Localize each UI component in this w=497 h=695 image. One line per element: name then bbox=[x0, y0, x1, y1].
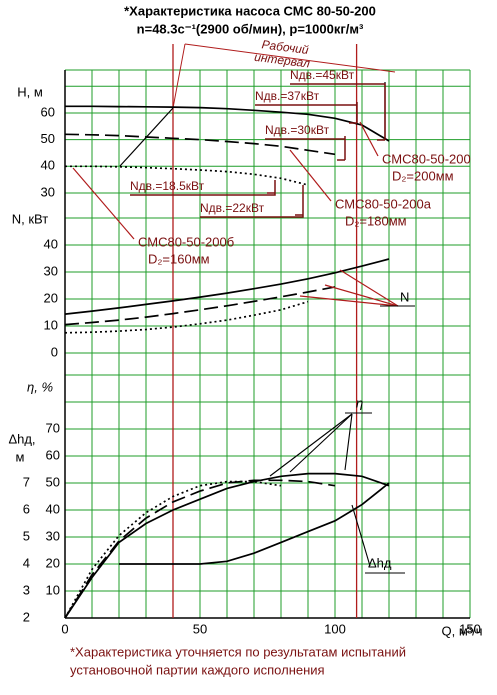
chart-title: *Характеристика насоса СМС 80-50-200 bbox=[124, 3, 376, 18]
curve bbox=[64, 258, 390, 315]
interval-arrow bbox=[184, 43, 396, 73]
y2-tick-label: 7 bbox=[23, 474, 30, 489]
label-arrow bbox=[351, 504, 371, 567]
curve-label: N bbox=[400, 289, 409, 304]
curve bbox=[64, 472, 390, 619]
label-arrow bbox=[269, 413, 353, 477]
y-tick-label: 10 bbox=[46, 582, 60, 597]
motor-leader bbox=[200, 185, 304, 218]
y-tick-label: 30 bbox=[41, 184, 55, 199]
y-tick-label: 50 bbox=[46, 474, 60, 489]
motor-leader bbox=[130, 180, 276, 196]
x-tick-label: 0 bbox=[61, 621, 68, 636]
y-tick-label: 20 bbox=[44, 290, 58, 305]
x-axis-label: Q, м³/ч bbox=[442, 623, 483, 638]
label-arrow bbox=[289, 149, 332, 202]
motor-label: Nдв.=30кВт bbox=[265, 123, 330, 137]
interval-label: Рабочий bbox=[261, 37, 310, 57]
curve bbox=[119, 482, 390, 565]
interval-arrow bbox=[172, 43, 186, 109]
curve bbox=[64, 286, 336, 326]
curve bbox=[64, 300, 309, 334]
motor-label: Nдв.=22кВт bbox=[200, 201, 265, 215]
y-tick-label: 30 bbox=[46, 528, 60, 543]
y2-tick-label: 5 bbox=[23, 528, 30, 543]
curve-label: Δhд bbox=[368, 555, 392, 570]
series-label: СМС80-50-200б bbox=[138, 234, 234, 249]
y2-tick-label: 6 bbox=[23, 501, 30, 516]
series-d2: D₂=200мм bbox=[392, 168, 454, 183]
y-tick-label: 40 bbox=[46, 501, 60, 516]
label-arrow bbox=[299, 295, 399, 307]
x-tick-label: 50 bbox=[193, 621, 207, 636]
series-label: СМС80-50-200 bbox=[382, 151, 471, 166]
x-tick-label: 150 bbox=[459, 621, 481, 636]
y-axis-label: H, м bbox=[17, 84, 43, 99]
y-tick-label: 60 bbox=[41, 104, 55, 119]
y-tick-label: 10 bbox=[44, 317, 58, 332]
curve bbox=[64, 480, 282, 619]
curve bbox=[65, 165, 309, 186]
motor-leader bbox=[265, 136, 346, 160]
y-tick-label: 40 bbox=[44, 236, 58, 251]
y-tick-label: 60 bbox=[46, 447, 60, 462]
label-arrow bbox=[359, 121, 379, 157]
interval-label: интервал bbox=[253, 50, 310, 71]
y2-tick-label: 4 bbox=[23, 555, 30, 570]
curve bbox=[65, 105, 390, 142]
series-label: СМС80-50-200а bbox=[335, 196, 432, 211]
motor-leader bbox=[290, 83, 386, 140]
curve-label: η bbox=[356, 395, 363, 410]
label-arrow bbox=[344, 413, 353, 471]
y2-axis-label: м bbox=[16, 449, 25, 464]
footnote: установочной партии каждого исполнения bbox=[70, 662, 325, 677]
series-d2: D₂=180мм bbox=[345, 213, 407, 228]
label-arrow bbox=[339, 269, 399, 307]
curve bbox=[64, 133, 336, 156]
y-tick-label: 30 bbox=[44, 263, 58, 278]
y-tick-label: 40 bbox=[41, 158, 55, 173]
y-tick-label: 0 bbox=[51, 344, 58, 359]
y-tick-label: 50 bbox=[41, 131, 55, 146]
label-arrow bbox=[289, 413, 353, 473]
y2-tick-label: 2 bbox=[23, 609, 30, 624]
x-tick-label: 100 bbox=[324, 621, 346, 636]
motor-leader bbox=[255, 102, 358, 123]
y2-tick-label: 3 bbox=[23, 582, 30, 597]
chart-subtitle: n=48.3с⁻¹(2900 об/мин), р=1000кг/м³ bbox=[137, 21, 364, 36]
y2-axis-label: Δhд, bbox=[8, 431, 35, 446]
y-tick-label: 70 bbox=[46, 420, 60, 435]
motor-label: Nдв.=45кВт bbox=[290, 68, 355, 82]
label-arrow bbox=[72, 167, 135, 240]
motor-label: Nдв.=37кВт bbox=[255, 89, 320, 103]
series-d2: D₂=160мм bbox=[148, 251, 210, 266]
y-axis-label: N, кВт bbox=[12, 211, 49, 226]
footnote: *Характеристика уточняется по результата… bbox=[70, 644, 406, 659]
label-arrow bbox=[324, 284, 399, 307]
motor-label: Nдв.=18.5кВт bbox=[130, 179, 205, 193]
y-axis-label: η, % bbox=[27, 379, 53, 394]
curve bbox=[64, 479, 336, 619]
y-tick-label: 20 bbox=[46, 555, 60, 570]
